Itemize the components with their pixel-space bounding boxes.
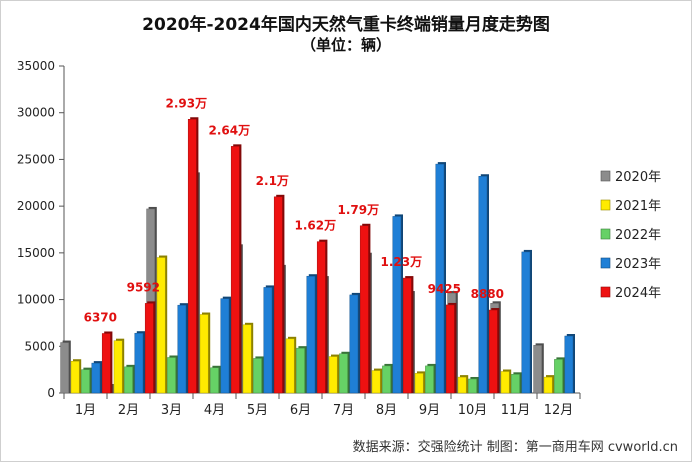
bar [113,340,123,394]
legend-label: 2023年 [615,257,661,272]
bar [435,163,445,394]
data-label: 6370 [84,310,117,324]
bar [124,366,133,394]
data-label: 8880 [471,287,504,301]
bar [187,119,197,394]
x-tick-label: 3月 [161,403,182,418]
bar [488,309,498,394]
data-label: 1.79万 [337,203,379,217]
x-tick-label: 5月 [247,403,268,418]
bar [392,216,402,394]
legend-swatch [600,199,611,211]
bar [371,370,381,394]
y-tick-label: 25000 [17,152,55,166]
bar [521,251,531,394]
bar [445,304,455,394]
bar [468,378,477,394]
bar [554,359,563,394]
bar [60,342,70,394]
x-tick-label: 4月 [204,403,225,418]
y-tick-label: 0 [47,386,55,400]
bar [242,324,252,394]
chart-subtitle: （单位：辆） [300,36,391,54]
legend-label: 2021年 [615,199,661,214]
x-tick-label: 11月 [501,403,531,418]
bar [167,357,176,394]
bar [564,335,574,394]
bar [177,304,187,394]
bar [306,275,316,394]
bar [402,277,412,394]
legend-swatch [600,228,611,240]
y-tick-label: 20000 [17,199,55,213]
bar [134,332,144,394]
bar [425,365,434,394]
bar [382,365,391,394]
bar [457,376,467,394]
bar [349,294,359,394]
bar [500,371,510,394]
x-tick-label: 2月 [118,403,139,418]
bar [543,376,553,394]
x-tick-label: 6月 [290,403,311,418]
bar [263,287,273,394]
bar [316,241,326,394]
legend-swatch [600,286,611,298]
bar [273,196,283,394]
bar [414,373,424,394]
legend-swatch [600,170,611,182]
bar [339,353,348,394]
bar [296,347,305,394]
source-note: 数据来源：交强险统计 制图：第一商用车网 cvworld.cn [352,440,678,455]
legend-label: 2020年 [615,170,661,185]
data-label: 9425 [428,282,461,296]
y-tick-label: 5000 [24,339,55,353]
data-label: 2.64万 [208,123,250,137]
x-tick-label: 7月 [333,403,354,418]
bar [511,374,520,394]
bar [359,225,369,394]
bar [144,303,154,394]
y-tick-label: 15000 [17,246,55,260]
bar [156,257,166,394]
y-tick-label: 10000 [17,293,55,307]
data-label: 1.23万 [380,255,422,269]
bar [210,367,219,394]
bar [101,333,111,394]
data-label: 9592 [127,280,160,294]
y-tick-label: 30000 [17,106,55,120]
bar [285,338,295,394]
bar [91,362,101,394]
x-tick-label: 1月 [75,403,96,418]
x-tick-label: 8月 [376,403,397,418]
x-tick-label: 9月 [419,403,440,418]
data-label: 2.1万 [256,174,289,188]
chart-title: 2020年-2024年国内天然气重卡终端销量月度走势图 [142,15,550,35]
bar [478,175,488,394]
data-label: 1.62万 [294,219,336,233]
x-tick-label: 12月 [544,403,574,418]
bar [328,356,338,394]
legend-swatch [600,257,611,269]
x-tick-label: 10月 [458,403,488,418]
bar [220,298,230,394]
legend-label: 2024年 [615,286,661,301]
bar [253,358,262,394]
y-tick-label: 35000 [17,59,55,73]
bar [230,146,240,394]
bar [70,360,80,394]
bar [81,369,90,394]
legend-label: 2022年 [615,228,661,243]
bar [533,345,543,394]
data-label: 2.93万 [165,96,207,110]
bar [199,314,209,394]
